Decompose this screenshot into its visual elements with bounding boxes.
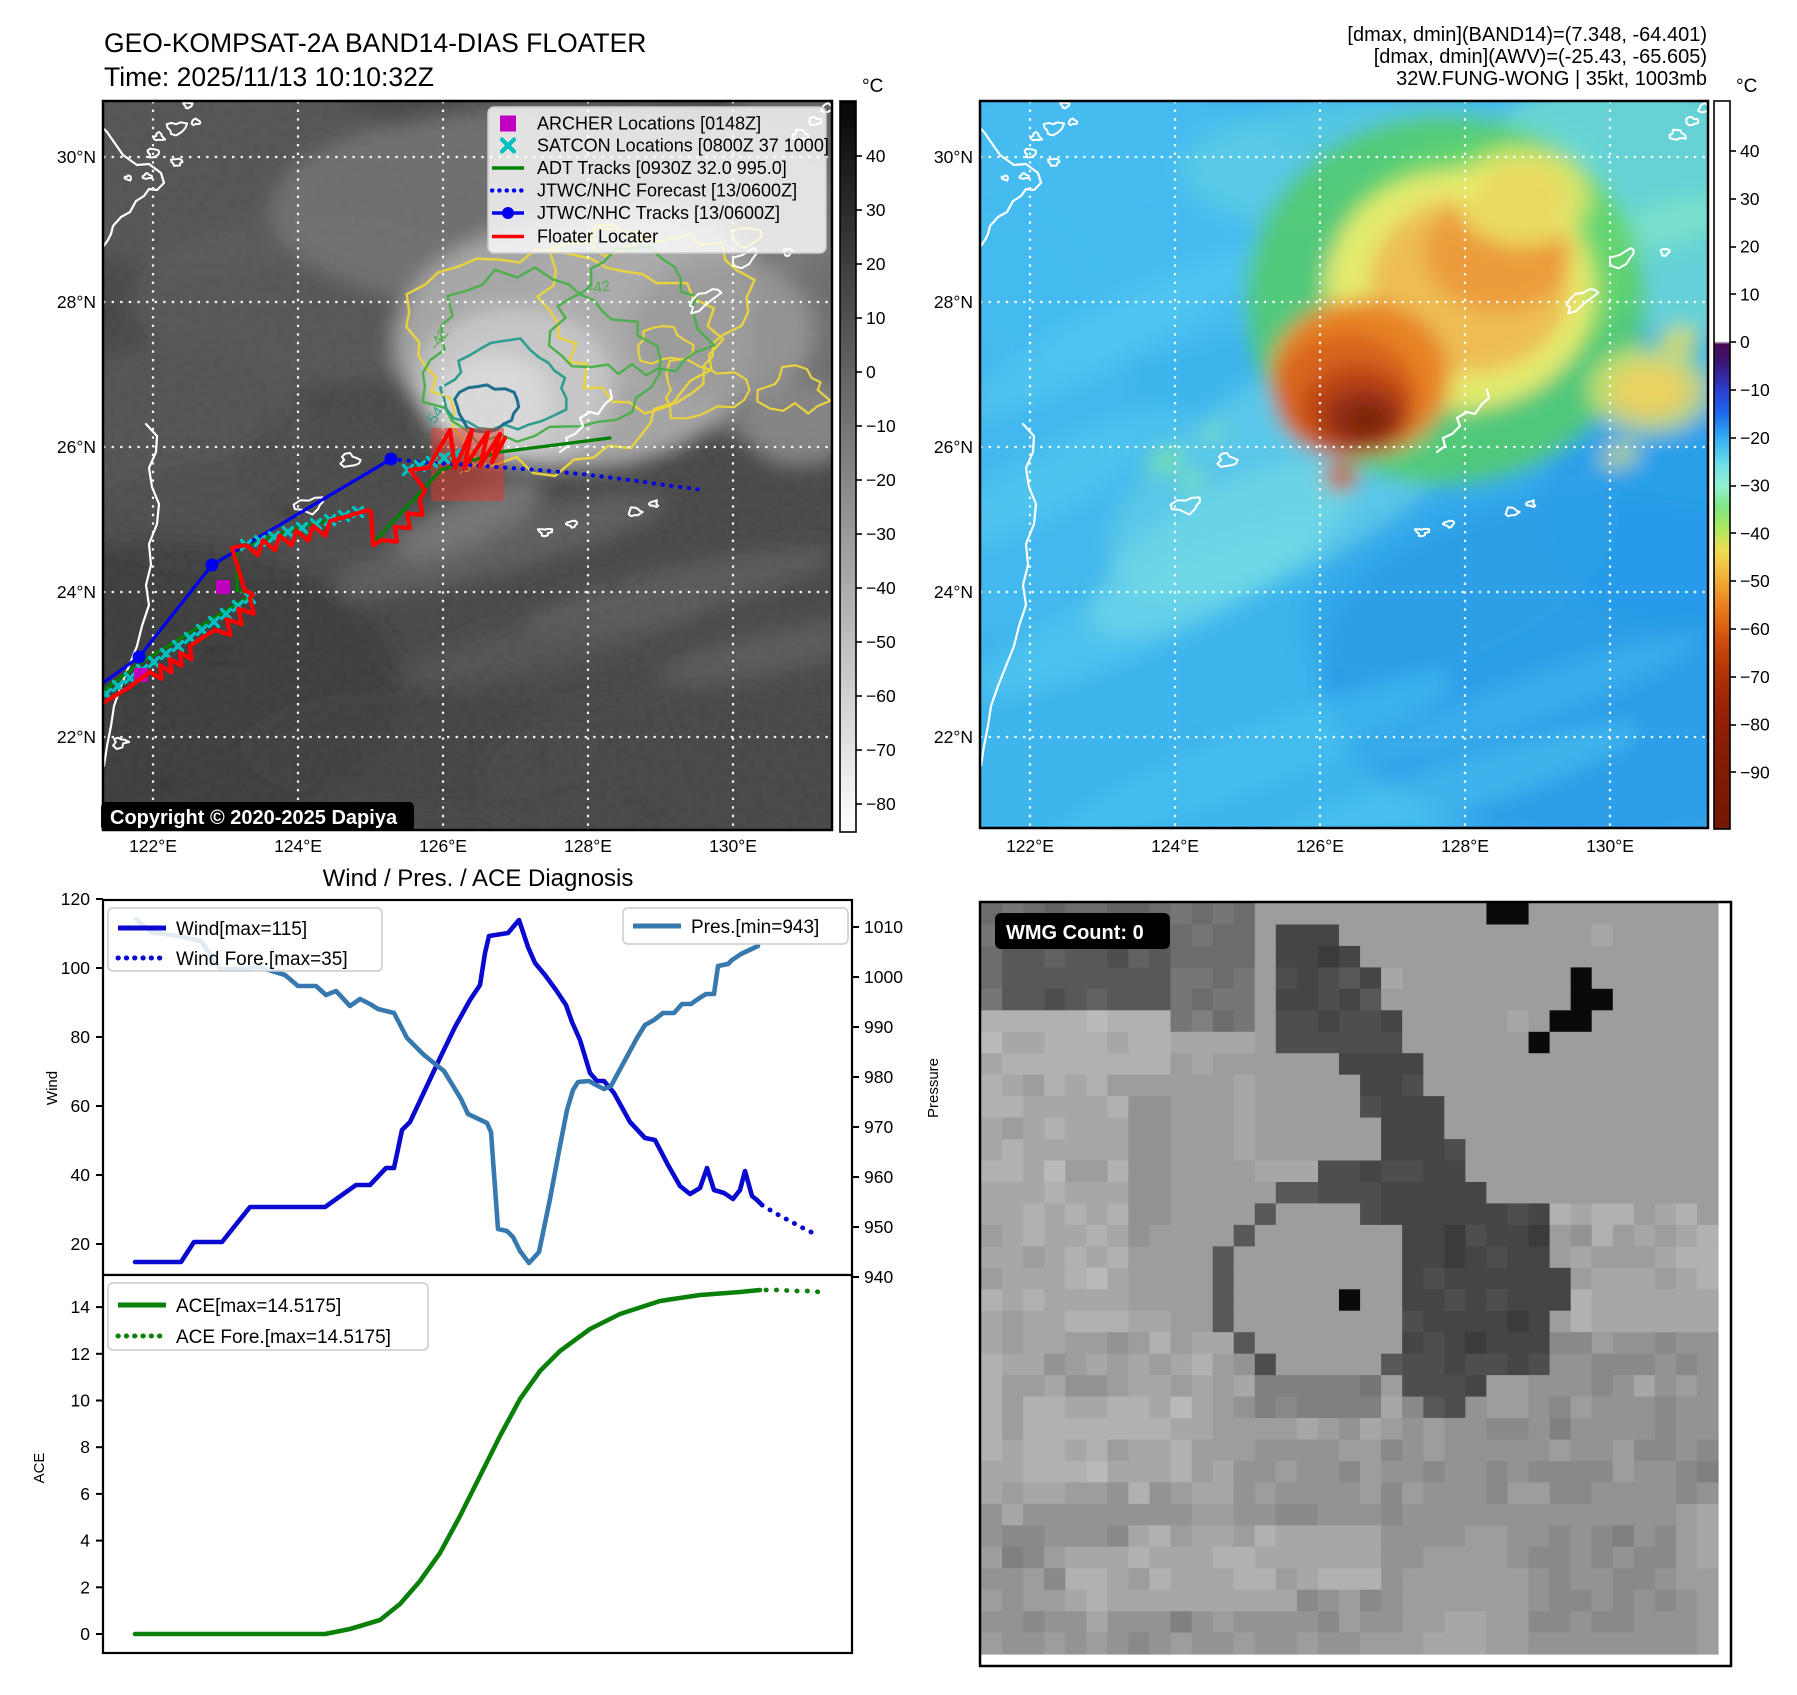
svg-text:20: 20 bbox=[1740, 237, 1760, 257]
svg-text:30: 30 bbox=[866, 200, 886, 220]
svg-text:−20: −20 bbox=[1740, 428, 1770, 448]
svg-text:−30: −30 bbox=[1740, 476, 1770, 496]
svg-text:10: 10 bbox=[866, 308, 886, 328]
svg-text:122°E: 122°E bbox=[1006, 836, 1054, 856]
svg-text:80: 80 bbox=[71, 1027, 91, 1047]
svg-text:ADT Tracks [0930Z 32.0 995.0]: ADT Tracks [0930Z 32.0 995.0] bbox=[537, 158, 787, 178]
svg-text:10: 10 bbox=[1740, 284, 1760, 304]
svg-text:Time: 2025/11/13 10:10:32Z: Time: 2025/11/13 10:10:32Z bbox=[104, 62, 434, 92]
svg-text:Wind Fore.[max=35]: Wind Fore.[max=35] bbox=[176, 949, 348, 970]
svg-text:JTWC/NHC Forecast [13/0600Z]: JTWC/NHC Forecast [13/0600Z] bbox=[537, 181, 797, 201]
svg-text:Wind / Pres. / ACE Diagnosis: Wind / Pres. / ACE Diagnosis bbox=[323, 865, 634, 892]
svg-text:ACE: ACE bbox=[31, 1453, 48, 1484]
svg-text:−50: −50 bbox=[1740, 571, 1770, 591]
svg-text:20: 20 bbox=[866, 254, 886, 274]
svg-text:Copyright © 2020-2025 Dapiya: Copyright © 2020-2025 Dapiya bbox=[110, 807, 398, 829]
svg-text:1010: 1010 bbox=[864, 917, 903, 937]
svg-text:−60: −60 bbox=[866, 686, 896, 706]
svg-text:-42: -42 bbox=[587, 278, 611, 298]
svg-text:40: 40 bbox=[71, 1165, 91, 1185]
svg-text:−30: −30 bbox=[866, 524, 896, 544]
svg-text:Wind: Wind bbox=[44, 1071, 61, 1105]
svg-text:Floater Locater: Floater Locater bbox=[537, 227, 658, 247]
svg-text:120: 120 bbox=[61, 889, 90, 909]
svg-text:990: 990 bbox=[864, 1017, 893, 1037]
svg-text:12: 12 bbox=[71, 1344, 90, 1364]
svg-text:130°E: 130°E bbox=[709, 836, 757, 856]
svg-text:−70: −70 bbox=[866, 740, 896, 760]
svg-text:24°N: 24°N bbox=[57, 582, 96, 602]
svg-text:126°E: 126°E bbox=[419, 836, 467, 856]
svg-text:0: 0 bbox=[80, 1624, 90, 1644]
svg-text:SATCON Locations [0800Z 37 100: SATCON Locations [0800Z 37 1000] bbox=[537, 136, 829, 156]
svg-text:32W.FUNG-WONG | 35kt, 1003mb: 32W.FUNG-WONG | 35kt, 1003mb bbox=[1396, 68, 1707, 90]
svg-text:980: 980 bbox=[864, 1067, 893, 1087]
svg-text:100: 100 bbox=[61, 958, 90, 978]
svg-text:960: 960 bbox=[864, 1167, 893, 1187]
svg-text:128°E: 128°E bbox=[564, 836, 612, 856]
svg-text:124°E: 124°E bbox=[274, 836, 322, 856]
svg-text:40: 40 bbox=[866, 146, 886, 166]
svg-text:−40: −40 bbox=[1740, 523, 1770, 543]
svg-text:26°N: 26°N bbox=[57, 437, 96, 457]
svg-text:26°N: 26°N bbox=[934, 437, 973, 457]
svg-text:−50: −50 bbox=[866, 632, 896, 652]
svg-text:30°N: 30°N bbox=[57, 147, 96, 167]
svg-text:940: 940 bbox=[864, 1267, 893, 1287]
svg-text:°C: °C bbox=[862, 76, 883, 97]
svg-text:Wind[max=115]: Wind[max=115] bbox=[176, 919, 307, 940]
svg-text:10: 10 bbox=[71, 1391, 91, 1411]
svg-text:−20: −20 bbox=[866, 470, 896, 490]
svg-text:14: 14 bbox=[71, 1297, 91, 1317]
svg-text:60: 60 bbox=[71, 1096, 91, 1116]
svg-text:28°N: 28°N bbox=[934, 292, 973, 312]
svg-text:Pres.[min=943]: Pres.[min=943] bbox=[691, 917, 819, 938]
svg-text:20: 20 bbox=[71, 1234, 91, 1254]
svg-text:0: 0 bbox=[866, 362, 876, 382]
svg-text:−10: −10 bbox=[866, 416, 896, 436]
svg-text:24°N: 24°N bbox=[934, 582, 973, 602]
svg-text:970: 970 bbox=[864, 1117, 893, 1137]
svg-text:30°N: 30°N bbox=[934, 147, 973, 167]
svg-text:WMG Count: 0: WMG Count: 0 bbox=[1006, 922, 1144, 944]
svg-text:0: 0 bbox=[1740, 332, 1750, 352]
svg-text:ACE Fore.[max=14.5175]: ACE Fore.[max=14.5175] bbox=[176, 1327, 391, 1348]
svg-text:Pressure: Pressure bbox=[925, 1058, 942, 1118]
svg-text:−80: −80 bbox=[866, 794, 896, 814]
svg-text:GEO-KOMPSAT-2A BAND14-DIAS FLO: GEO-KOMPSAT-2A BAND14-DIAS FLOATER bbox=[104, 28, 646, 58]
svg-text:130°E: 130°E bbox=[1586, 836, 1634, 856]
svg-text:28°N: 28°N bbox=[57, 292, 96, 312]
svg-text:ACE[max=14.5175]: ACE[max=14.5175] bbox=[176, 1296, 341, 1317]
svg-text:JTWC/NHC Tracks [13/0600Z]: JTWC/NHC Tracks [13/0600Z] bbox=[537, 203, 780, 223]
svg-text:−70: −70 bbox=[1740, 667, 1770, 687]
svg-text:°C: °C bbox=[1736, 76, 1757, 97]
svg-text:[dmax, dmin](BAND14)=(7.348, -: [dmax, dmin](BAND14)=(7.348, -64.401) bbox=[1347, 24, 1707, 46]
svg-text:128°E: 128°E bbox=[1441, 836, 1489, 856]
svg-text:22°N: 22°N bbox=[934, 727, 973, 747]
svg-text:126°E: 126°E bbox=[1296, 836, 1344, 856]
svg-text:8: 8 bbox=[80, 1437, 90, 1457]
svg-text:ARCHER Locations [0148Z]: ARCHER Locations [0148Z] bbox=[537, 114, 761, 134]
svg-text:−80: −80 bbox=[1740, 715, 1770, 735]
svg-text:2: 2 bbox=[80, 1577, 90, 1597]
svg-text:950: 950 bbox=[864, 1217, 893, 1237]
svg-text:4: 4 bbox=[80, 1531, 90, 1551]
svg-text:−10: −10 bbox=[1740, 380, 1770, 400]
svg-text:[dmax, dmin](AWV)=(-25.43, -65: [dmax, dmin](AWV)=(-25.43, -65.605) bbox=[1374, 46, 1707, 68]
svg-text:30: 30 bbox=[1740, 189, 1760, 209]
svg-text:6: 6 bbox=[80, 1484, 90, 1504]
svg-text:−90: −90 bbox=[1740, 762, 1770, 782]
svg-text:122°E: 122°E bbox=[129, 836, 177, 856]
svg-text:22°N: 22°N bbox=[57, 727, 96, 747]
svg-text:1000: 1000 bbox=[864, 967, 903, 987]
svg-text:40: 40 bbox=[1740, 141, 1760, 161]
svg-text:−40: −40 bbox=[866, 578, 896, 598]
svg-text:−60: −60 bbox=[1740, 619, 1770, 639]
svg-text:124°E: 124°E bbox=[1151, 836, 1199, 856]
